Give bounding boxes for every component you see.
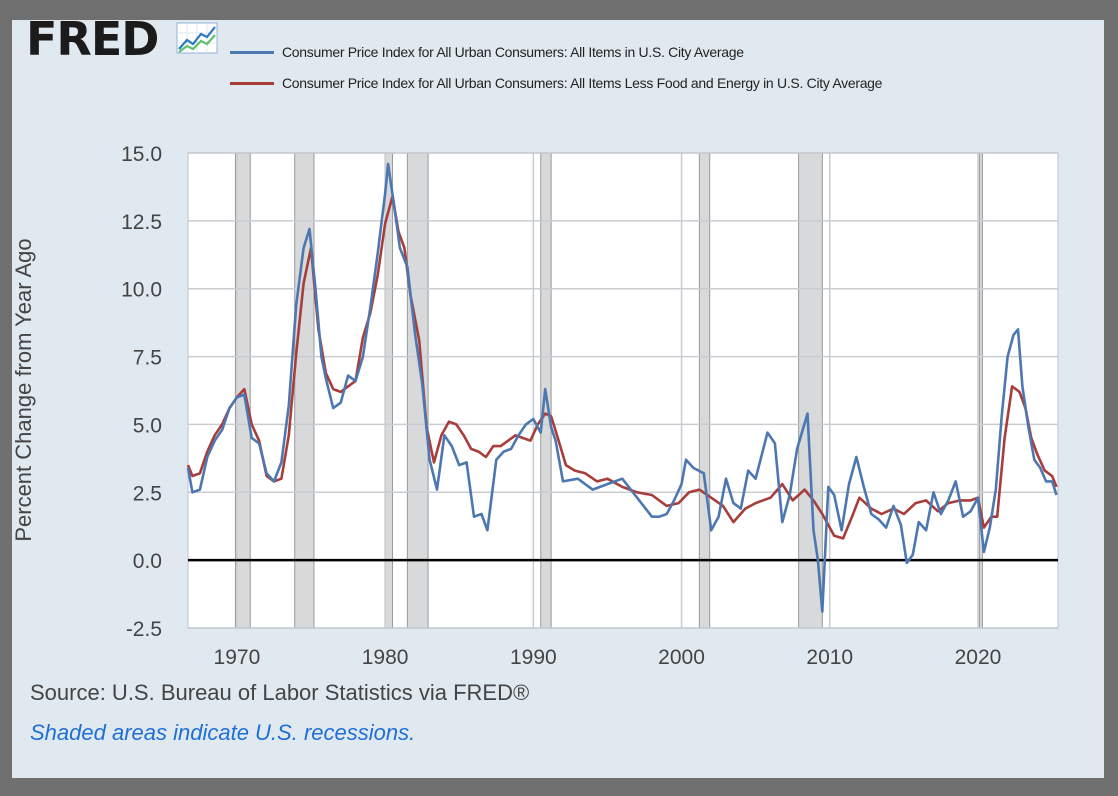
legend-swatch-all-items <box>230 50 274 54</box>
legend-label-all-items: Consumer Price Index for All Urban Consu… <box>282 44 744 60</box>
y-tick-label: 15.0 <box>121 143 162 166</box>
y-tick-label: 5.0 <box>133 414 162 437</box>
recession-band <box>798 152 823 629</box>
series-line-all-items <box>186 162 1058 614</box>
recession-band <box>978 152 983 629</box>
y-tick-label: 10.0 <box>121 279 162 302</box>
x-tick-label: 2000 <box>658 646 705 669</box>
y-tick-label: 12.5 <box>121 211 162 234</box>
recession-note[interactable]: Shaded areas indicate U.S. recessions. <box>30 720 416 745</box>
recession-band <box>698 152 711 629</box>
fred-logo[interactable]: FRED <box>26 12 159 66</box>
legend-item-all-items[interactable]: Consumer Price Index for All Urban Consu… <box>230 42 744 62</box>
x-tick-label: 1990 <box>510 646 557 669</box>
y-tick-label: 2.5 <box>133 482 162 505</box>
x-tick-label: 2020 <box>955 646 1002 669</box>
recession-band <box>406 152 429 629</box>
recession-band <box>294 152 315 629</box>
y-tick-label: 0.0 <box>133 550 162 573</box>
x-tick-label: 2010 <box>806 646 853 669</box>
plot-area <box>188 153 1058 628</box>
series-line-core <box>186 195 1058 540</box>
legend-label-core: Consumer Price Index for All Urban Consu… <box>282 75 883 91</box>
legend-item-core[interactable]: Consumer Price Index for All Urban Consu… <box>230 73 882 93</box>
x-tick-label: 1980 <box>362 646 409 669</box>
plot-frame <box>187 152 1059 629</box>
y-tick-label: -2.5 <box>126 618 162 641</box>
source-text: Source: U.S. Bureau of Labor Statistics … <box>30 680 530 705</box>
y-tick-label: 7.5 <box>133 347 162 370</box>
x-tick-label: 1970 <box>214 646 261 669</box>
legend-swatch-core <box>230 81 274 85</box>
line-chart-icon <box>176 22 218 54</box>
